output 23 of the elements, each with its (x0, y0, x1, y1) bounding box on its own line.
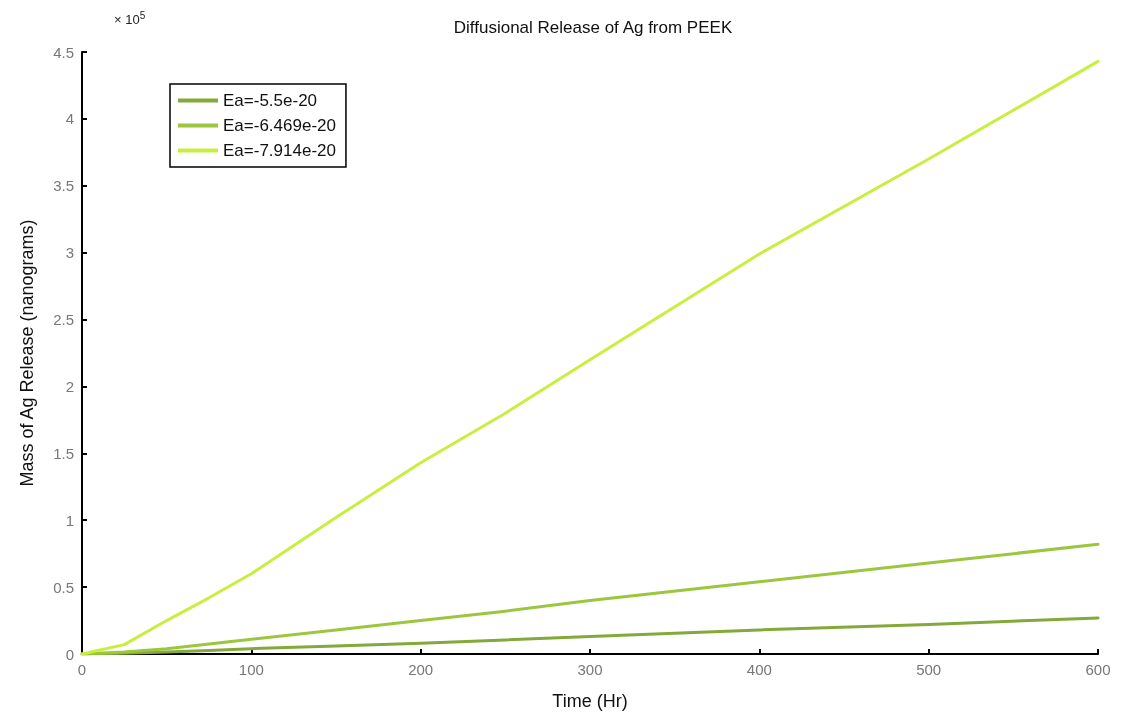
x-tick-label: 400 (746, 661, 772, 678)
y-tick-label: 3.5 (53, 177, 74, 195)
x-tick-label: 300 (577, 661, 603, 678)
y-tick-label: 3 (65, 244, 74, 262)
y-tick-label: 0.5 (53, 578, 74, 596)
x-axis-title: Time (Hr) (552, 691, 628, 711)
y-axis-title: Mass of Ag Release (nanograms) (17, 219, 37, 487)
x-tick-label: 0 (77, 661, 87, 678)
legend-label: Ea=-7.914e-20 (223, 141, 336, 160)
legend-label: Ea=-6.469e-20 (223, 116, 336, 135)
y-tick-label: 4.5 (53, 43, 74, 61)
legend-label: Ea=-5.5e-20 (223, 91, 318, 110)
y-tick-label: 2.5 (53, 311, 74, 329)
x-tick-label: 200 (408, 661, 434, 678)
x-tick-label: 600 (1085, 661, 1111, 678)
x-tick-label: 500 (916, 661, 942, 678)
y-tick-label: 2 (65, 377, 74, 395)
y-tick-label: 1 (65, 511, 74, 529)
y-tick-label: 0 (65, 645, 74, 663)
chart-title: Diffusional Release of Ag from PEEK (453, 18, 733, 37)
y-tick-label: 4 (65, 110, 74, 128)
y-tick-label: 1.5 (53, 444, 74, 462)
x-tick-label: 100 (238, 661, 264, 678)
